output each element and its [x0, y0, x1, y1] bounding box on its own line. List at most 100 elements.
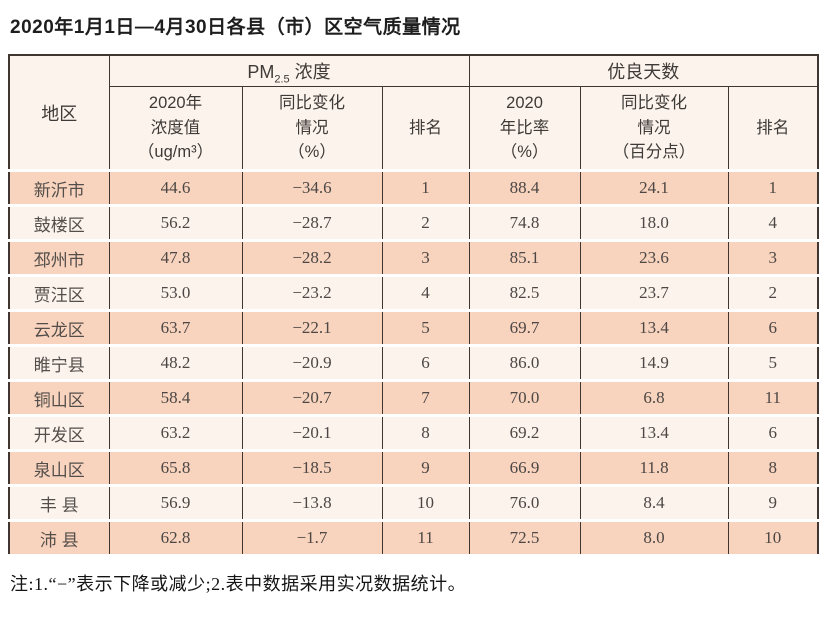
cell-region: 鼓楼区: [8, 204, 110, 242]
cell-region: 贾汪区: [8, 274, 110, 312]
cell-pm-value: 63.2: [108, 414, 243, 452]
cell-region: 睢宁县: [8, 344, 110, 382]
cell-good-rank: 5: [727, 344, 819, 382]
cell-pm-change: −28.7: [241, 204, 383, 242]
cell-good-rank: 11: [727, 379, 819, 417]
cell-pm-rank: 5: [381, 309, 470, 347]
header-good-rank: 排名: [727, 86, 819, 171]
cell-good-rank: 6: [727, 309, 819, 347]
cell-good-change: 13.4: [579, 309, 729, 347]
cell-good-change: 24.1: [579, 169, 729, 207]
cell-region: 云龙区: [8, 309, 110, 347]
cell-good-rank: 6: [727, 414, 819, 452]
cell-good-ratio: 72.5: [468, 519, 581, 557]
cell-good-ratio: 82.5: [468, 274, 581, 312]
table-row: 鼓楼区 56.2 −28.7 2 74.8 18.0 4: [8, 204, 819, 242]
cell-region: 泉山区: [8, 449, 110, 487]
cell-pm-value: 65.8: [108, 449, 243, 487]
pm-suffix: 浓度: [289, 62, 331, 82]
header-pm-rank: 排名: [381, 86, 470, 171]
cell-good-change: 18.0: [579, 204, 729, 242]
cell-pm-value: 62.8: [108, 519, 243, 557]
cell-pm-value: 44.6: [108, 169, 243, 207]
cell-good-ratio: 85.1: [468, 239, 581, 277]
cell-region: 沛 县: [8, 519, 110, 557]
cell-region: 铜山区: [8, 379, 110, 417]
air-quality-table: 地区 PM2.5 浓度 优良天数 2020年 浓度值 （ug/m³） 同比变化 …: [8, 54, 820, 557]
cell-region: 丰 县: [8, 484, 110, 522]
cell-pm-change: −23.2: [241, 274, 383, 312]
cell-pm-rank: 7: [381, 379, 470, 417]
cell-good-change: 8.0: [579, 519, 729, 557]
cell-region: 新沂市: [8, 169, 110, 207]
header-pm-change: 同比变化 情况 （%）: [241, 86, 383, 171]
cell-good-change: 13.4: [579, 414, 729, 452]
cell-pm-change: −13.8: [241, 484, 383, 522]
cell-good-change: 11.8: [579, 449, 729, 487]
pm-subscript: 2.5: [274, 73, 290, 86]
cell-pm-rank: 11: [381, 519, 470, 557]
cell-good-rank: 2: [727, 274, 819, 312]
cell-good-change: 23.6: [579, 239, 729, 277]
table-header: 地区 PM2.5 浓度 优良天数 2020年 浓度值 （ug/m³） 同比变化 …: [8, 55, 819, 171]
cell-pm-rank: 1: [381, 169, 470, 207]
cell-good-ratio: 70.0: [468, 379, 581, 417]
cell-good-ratio: 74.8: [468, 204, 581, 242]
header-group-row: 地区 PM2.5 浓度 优良天数: [8, 55, 819, 171]
cell-pm-rank: 10: [381, 484, 470, 522]
cell-pm-change: −34.6: [241, 169, 383, 207]
pm-prefix: PM: [247, 62, 275, 82]
page-title: 2020年1月1日—4月30日各县（市）区空气质量情况: [10, 17, 461, 38]
table-row: 新沂市 44.6 −34.6 1 88.4 24.1 1: [8, 169, 819, 207]
cell-good-change: 23.7: [579, 274, 729, 312]
cell-good-ratio: 86.0: [468, 344, 581, 382]
cell-pm-change: −28.2: [241, 239, 383, 277]
cell-pm-change: −20.1: [241, 414, 383, 452]
cell-pm-change: −22.1: [241, 309, 383, 347]
cell-pm-rank: 4: [381, 274, 470, 312]
header-good-days-group: 优良天数: [468, 55, 819, 87]
table-row: 丰 县 56.9 −13.8 10 76.0 8.4 9: [8, 484, 819, 522]
cell-pm-value: 53.0: [108, 274, 243, 312]
cell-good-change: 8.4: [579, 484, 729, 522]
header-good-ratio: 2020 年比率 （%）: [468, 86, 581, 171]
cell-pm-rank: 9: [381, 449, 470, 487]
table-row: 泉山区 65.8 −18.5 9 66.9 11.8 8: [8, 449, 819, 487]
cell-pm-value: 47.8: [108, 239, 243, 277]
cell-pm-value: 56.9: [108, 484, 243, 522]
cell-pm-change: −20.7: [241, 379, 383, 417]
footnote: 注:1.“−”表示下降或减少;2.表中数据采用实况数据统计。: [10, 574, 467, 594]
cell-pm-change: −1.7: [241, 519, 383, 557]
table-row: 开发区 63.2 −20.1 8 69.2 13.4 6: [8, 414, 819, 452]
cell-pm-value: 48.2: [108, 344, 243, 382]
cell-pm-rank: 8: [381, 414, 470, 452]
table-body: 新沂市 44.6 −34.6 1 88.4 24.1 1 鼓楼区 56.2 −2…: [8, 169, 819, 557]
table-row: 邳州市 47.8 −28.2 3 85.1 23.6 3: [8, 239, 819, 277]
cell-pm-value: 56.2: [108, 204, 243, 242]
header-good-change: 同比变化 情况 （百分点）: [579, 86, 729, 171]
cell-good-ratio: 69.2: [468, 414, 581, 452]
cell-good-change: 6.8: [579, 379, 729, 417]
table-row: 沛 县 62.8 −1.7 11 72.5 8.0 10: [8, 519, 819, 557]
cell-pm-change: −18.5: [241, 449, 383, 487]
cell-region: 邳州市: [8, 239, 110, 277]
table-row: 铜山区 58.4 −20.7 7 70.0 6.8 11: [8, 379, 819, 417]
cell-pm-rank: 6: [381, 344, 470, 382]
cell-pm-rank: 3: [381, 239, 470, 277]
cell-good-ratio: 66.9: [468, 449, 581, 487]
cell-region: 开发区: [8, 414, 110, 452]
page: 2020年1月1日—4月30日各县（市）区空气质量情况 地区 PM2.5 浓度 …: [8, 17, 820, 594]
cell-good-rank: 9: [727, 484, 819, 522]
header-region: 地区: [8, 55, 110, 171]
cell-good-rank: 3: [727, 239, 819, 277]
table-row: 云龙区 63.7 −22.1 5 69.7 13.4 6: [8, 309, 819, 347]
cell-pm-change: −20.9: [241, 344, 383, 382]
cell-good-rank: 1: [727, 169, 819, 207]
cell-good-rank: 4: [727, 204, 819, 242]
cell-pm-value: 63.7: [108, 309, 243, 347]
cell-good-ratio: 69.7: [468, 309, 581, 347]
cell-good-ratio: 76.0: [468, 484, 581, 522]
header-pm-value: 2020年 浓度值 （ug/m³）: [108, 86, 243, 171]
table-row: 贾汪区 53.0 −23.2 4 82.5 23.7 2: [8, 274, 819, 312]
table-row: 睢宁县 48.2 −20.9 6 86.0 14.9 5: [8, 344, 819, 382]
